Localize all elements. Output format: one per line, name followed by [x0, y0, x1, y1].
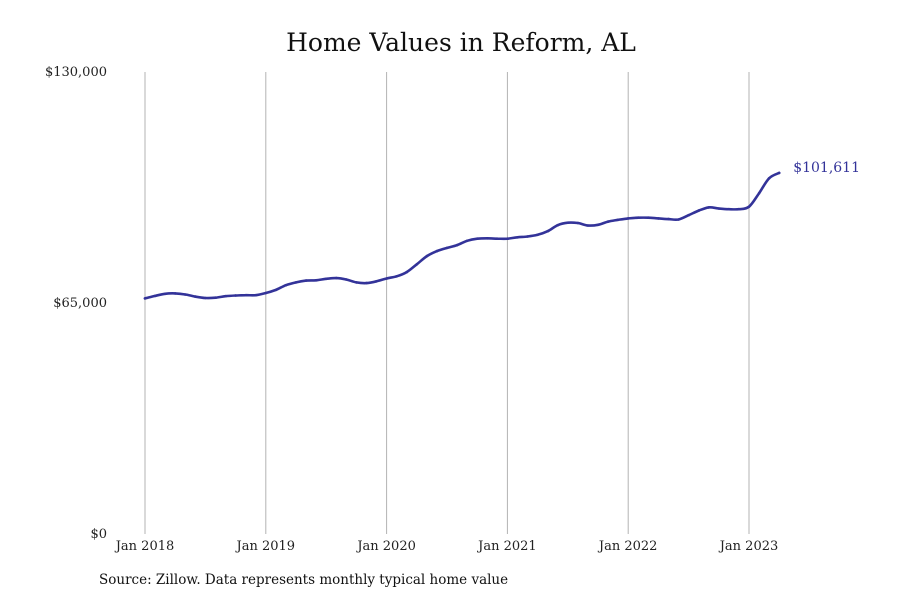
data-point — [506, 237, 509, 240]
data-point — [727, 207, 731, 211]
data-point — [173, 292, 177, 295]
x-tick-label: Jan 2023 — [718, 539, 779, 554]
data-point — [677, 218, 680, 221]
x-tick-label: Jan 2019 — [235, 539, 296, 554]
data-point — [777, 171, 781, 175]
data-point — [616, 218, 620, 222]
data-point — [475, 237, 479, 240]
y-tick-label: $65,000 — [53, 296, 107, 311]
data-point — [526, 235, 529, 238]
data-point — [274, 288, 278, 292]
data-point — [586, 224, 590, 227]
data-point — [345, 278, 348, 281]
data-point — [234, 294, 237, 297]
series-line-home-value — [143, 171, 781, 300]
data-point — [425, 254, 429, 258]
x-tick-label: Jan 2018 — [114, 539, 175, 554]
data-point — [486, 237, 489, 240]
data-point — [546, 229, 549, 233]
data-point — [445, 246, 449, 250]
chart-title: Home Values in Reform, AL — [286, 28, 636, 57]
data-point — [385, 277, 388, 280]
data-point — [153, 294, 157, 298]
data-point — [767, 177, 771, 180]
data-point — [375, 280, 378, 283]
data-point — [687, 213, 690, 217]
x-tick-label: Jan 2021 — [476, 539, 537, 554]
data-point — [294, 281, 298, 284]
data-point — [737, 207, 741, 211]
source-note: Source: Zillow. Data represents monthly … — [99, 572, 509, 588]
data-point — [254, 293, 257, 297]
end-value-label: $101,611 — [793, 160, 860, 176]
data-point — [465, 239, 469, 243]
y-tick-label: $130,000 — [45, 65, 107, 80]
data-point — [496, 237, 499, 240]
data-point — [516, 236, 519, 239]
data-point — [304, 279, 308, 282]
data-point — [314, 279, 318, 282]
data-point — [204, 296, 207, 300]
data-point — [596, 223, 600, 227]
data-point — [405, 270, 409, 274]
data-point — [214, 296, 217, 300]
data-point — [757, 191, 761, 195]
data-point — [717, 207, 721, 210]
data-points — [143, 171, 781, 300]
data-point — [667, 217, 670, 221]
data-point — [224, 294, 227, 298]
data-point — [455, 243, 459, 247]
data-point — [435, 249, 439, 253]
data-point — [194, 295, 197, 298]
data-point — [637, 216, 640, 219]
data-point — [184, 293, 187, 296]
data-point — [576, 221, 580, 225]
data-point — [395, 275, 399, 278]
x-axis-ticks: Jan 2018 Jan 2019 Jan 2020 Jan 2021 Jan 2022… — [114, 539, 779, 554]
gridlines — [144, 72, 750, 534]
data-point — [747, 205, 751, 208]
data-point — [163, 292, 167, 296]
data-point — [365, 281, 368, 285]
x-tick-label: Jan 2020 — [355, 539, 416, 554]
data-point — [244, 293, 247, 297]
data-point — [647, 216, 650, 219]
data-point — [606, 220, 610, 223]
data-point — [335, 276, 338, 280]
data-point — [143, 297, 147, 300]
data-point — [657, 217, 660, 220]
y-tick-label: $0 — [90, 527, 107, 542]
data-point — [284, 283, 288, 287]
data-point — [556, 223, 559, 227]
data-point — [697, 209, 700, 212]
data-point — [355, 281, 358, 284]
data-point — [415, 263, 419, 266]
data-point — [324, 277, 328, 281]
data-point — [536, 233, 539, 237]
data-point — [626, 217, 630, 220]
data-point — [707, 206, 710, 209]
y-axis-ticks: $0 $65,000 $130,000 — [45, 65, 107, 542]
data-point — [566, 221, 570, 224]
x-tick-label: Jan 2022 — [597, 539, 658, 554]
data-point — [264, 291, 268, 295]
